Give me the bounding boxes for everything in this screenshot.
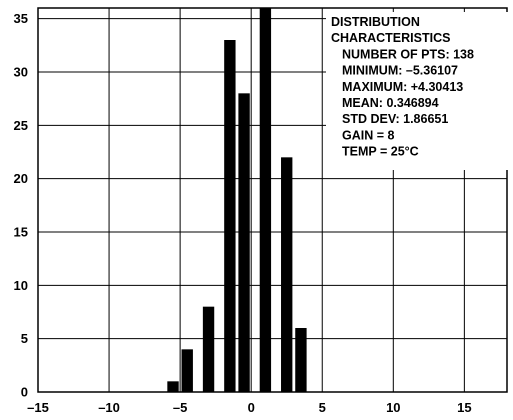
legend-line: MINIMUM: –5.36107 <box>342 64 458 78</box>
legend-line: DISTRIBUTION <box>331 15 420 29</box>
bar <box>167 381 179 392</box>
legend-line: MEAN: 0.346894 <box>342 96 439 110</box>
y-tick-label: 30 <box>14 65 28 80</box>
bar <box>295 328 307 392</box>
axes <box>37 7 508 393</box>
bar <box>224 40 236 392</box>
y-tick-label: 25 <box>14 118 28 133</box>
x-tick-label: –5 <box>173 400 187 415</box>
bars <box>167 8 307 392</box>
legend-line: STD DEV: 1.86651 <box>342 112 448 126</box>
legend-line: NUMBER OF PTS: 138 <box>342 47 474 61</box>
bar <box>181 349 193 392</box>
x-tick-label: –15 <box>27 400 49 415</box>
bar <box>281 157 293 392</box>
legend-line: CHARACTERISTICS <box>331 31 450 45</box>
distribution-characteristics-legend: DISTRIBUTION CHARACTERISTICS NUMBER OF PTS… <box>326 12 509 170</box>
y-tick-label: 5 <box>21 331 28 346</box>
legend-line: MAXIMUM: +4.30413 <box>342 80 463 94</box>
x-tick-label: –10 <box>98 400 120 415</box>
y-tick-label: 15 <box>14 225 28 240</box>
plot-frame <box>37 7 508 393</box>
x-tick-label: 10 <box>386 400 400 415</box>
bar <box>202 306 215 392</box>
y-tick-label: 0 <box>21 385 28 400</box>
bar <box>259 8 272 392</box>
bar <box>238 93 250 392</box>
legend-line: GAIN = 8 <box>342 128 394 142</box>
x-tick-label: 15 <box>457 400 471 415</box>
y-tick-label: 35 <box>14 11 28 26</box>
y-tick-labels: 0 5 10 15 20 25 30 35 <box>14 11 28 399</box>
y-tick-label: 20 <box>14 171 28 186</box>
x-tick-label: 5 <box>319 400 326 415</box>
legend-line: TEMP = 25°C <box>342 145 419 159</box>
x-tick-label: 0 <box>248 400 255 415</box>
x-tick-labels: –15 –10 –5 0 5 10 15 <box>27 400 471 415</box>
legend-box <box>326 12 509 170</box>
y-tick-label: 10 <box>14 278 28 293</box>
